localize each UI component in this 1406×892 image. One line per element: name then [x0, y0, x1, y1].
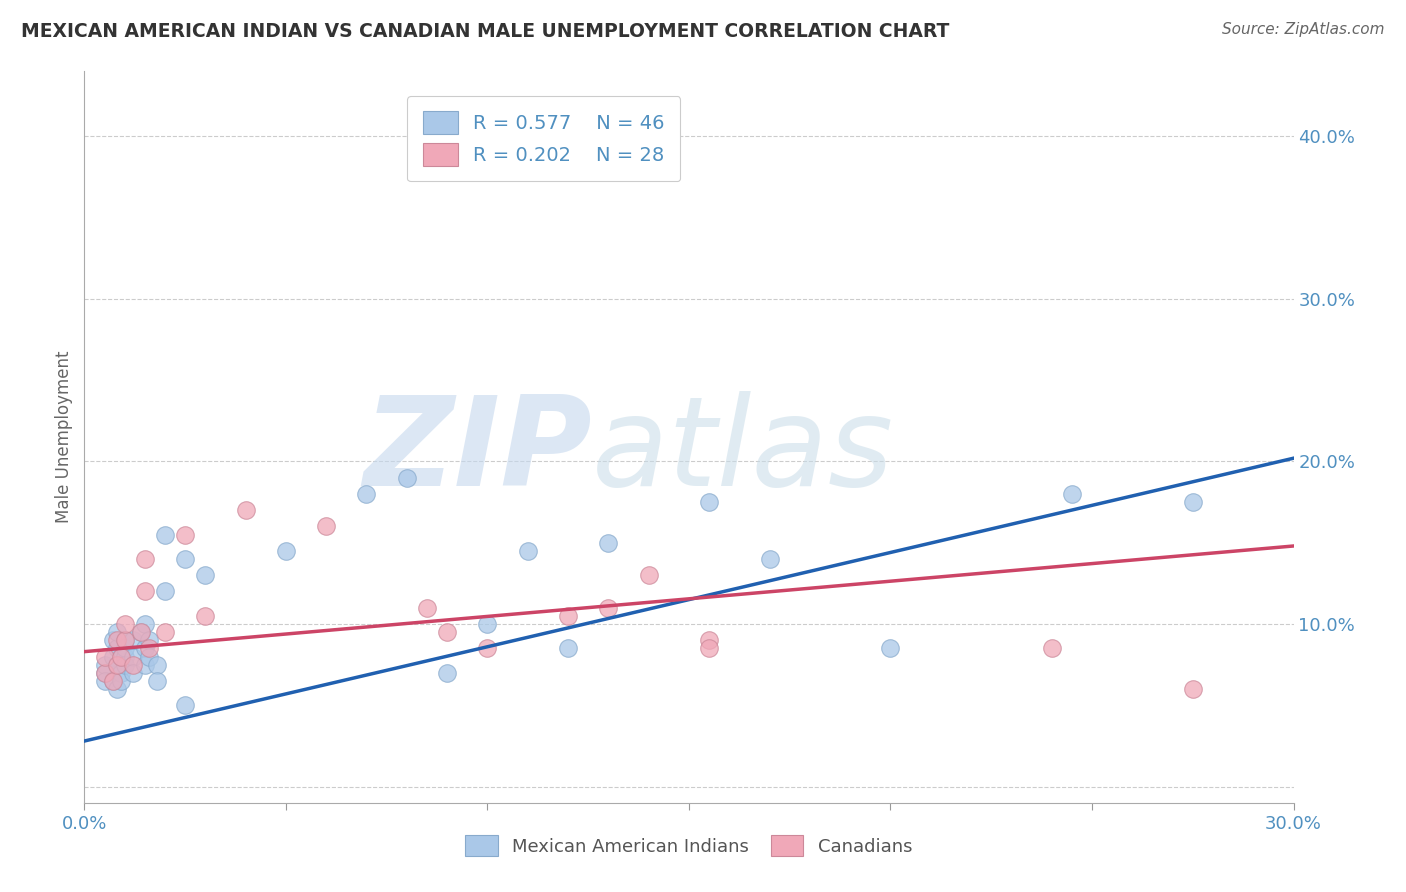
- Point: [93, 665, 115, 680]
- Point: [356, 487, 378, 501]
- Point: [477, 617, 499, 632]
- Point: [1181, 495, 1204, 509]
- Point: [114, 649, 136, 664]
- Text: Source: ZipAtlas.com: Source: ZipAtlas.com: [1222, 22, 1385, 37]
- Point: [114, 633, 136, 648]
- Point: [598, 600, 620, 615]
- Point: [395, 471, 418, 485]
- Point: [134, 584, 156, 599]
- Point: [101, 673, 124, 688]
- Point: [134, 657, 156, 672]
- Point: [1060, 487, 1083, 501]
- Point: [114, 633, 136, 648]
- Point: [557, 608, 579, 623]
- Point: [105, 657, 128, 672]
- Point: [110, 649, 132, 664]
- Point: [477, 641, 499, 656]
- Point: [134, 617, 156, 632]
- Point: [146, 673, 169, 688]
- Point: [516, 544, 538, 558]
- Point: [114, 657, 136, 672]
- Point: [758, 552, 780, 566]
- Point: [134, 552, 156, 566]
- Point: [105, 641, 128, 656]
- Point: [697, 633, 720, 648]
- Point: [105, 625, 128, 640]
- Point: [110, 649, 132, 664]
- Point: [235, 503, 257, 517]
- Point: [697, 495, 720, 509]
- Point: [121, 649, 143, 664]
- Point: [174, 552, 197, 566]
- Point: [194, 608, 217, 623]
- Point: [138, 633, 160, 648]
- Point: [101, 649, 124, 664]
- Point: [174, 698, 197, 713]
- Point: [93, 649, 115, 664]
- Point: [121, 665, 143, 680]
- Point: [153, 527, 176, 541]
- Point: [93, 673, 115, 688]
- Point: [93, 665, 115, 680]
- Point: [1040, 641, 1063, 656]
- Point: [138, 649, 160, 664]
- Point: [101, 633, 124, 648]
- Text: MEXICAN AMERICAN INDIAN VS CANADIAN MALE UNEMPLOYMENT CORRELATION CHART: MEXICAN AMERICAN INDIAN VS CANADIAN MALE…: [21, 22, 949, 41]
- Point: [436, 625, 458, 640]
- Legend: Mexican American Indians, Canadians: Mexican American Indians, Canadians: [458, 828, 920, 863]
- Point: [134, 641, 156, 656]
- Point: [637, 568, 659, 582]
- Point: [121, 657, 143, 672]
- Point: [174, 527, 197, 541]
- Point: [114, 617, 136, 632]
- Point: [557, 641, 579, 656]
- Point: [110, 665, 132, 680]
- Point: [598, 535, 620, 549]
- Point: [101, 673, 124, 688]
- Point: [114, 641, 136, 656]
- Point: [697, 641, 720, 656]
- Point: [879, 641, 901, 656]
- Point: [153, 584, 176, 599]
- Point: [105, 657, 128, 672]
- Point: [105, 633, 128, 648]
- Point: [315, 519, 337, 533]
- Text: ZIP: ZIP: [364, 392, 592, 512]
- Point: [129, 625, 152, 640]
- Point: [436, 665, 458, 680]
- Point: [146, 657, 169, 672]
- Y-axis label: Male Unemployment: Male Unemployment: [55, 351, 73, 524]
- Point: [105, 681, 128, 696]
- Point: [274, 544, 297, 558]
- Point: [153, 625, 176, 640]
- Text: atlas: atlas: [592, 392, 894, 512]
- Point: [138, 641, 160, 656]
- Point: [121, 633, 143, 648]
- Point: [129, 625, 152, 640]
- Point: [416, 600, 439, 615]
- Point: [110, 673, 132, 688]
- Point: [1181, 681, 1204, 696]
- Point: [194, 568, 217, 582]
- Point: [93, 657, 115, 672]
